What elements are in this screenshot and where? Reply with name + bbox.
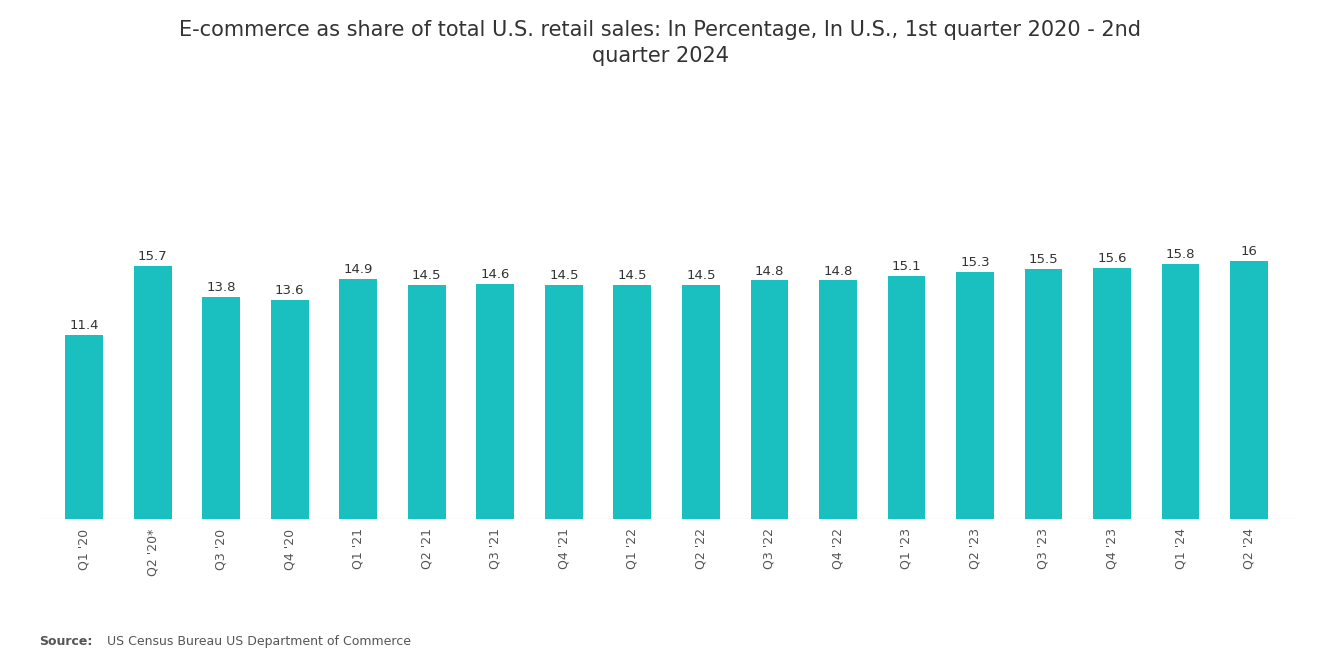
Bar: [477, 284, 513, 519]
Bar: [339, 279, 378, 519]
Text: 15.5: 15.5: [1028, 253, 1059, 266]
Text: 14.5: 14.5: [412, 269, 441, 283]
Text: 14.8: 14.8: [824, 265, 853, 277]
Bar: [887, 275, 925, 519]
Text: 15.3: 15.3: [960, 257, 990, 269]
Text: 15.7: 15.7: [137, 250, 168, 263]
Bar: [751, 281, 788, 519]
Text: 14.5: 14.5: [549, 269, 578, 283]
Text: 15.1: 15.1: [891, 260, 921, 273]
Text: 13.8: 13.8: [206, 281, 236, 294]
Bar: [65, 335, 103, 519]
Bar: [1162, 264, 1200, 519]
Text: 14.6: 14.6: [480, 268, 510, 281]
Bar: [202, 297, 240, 519]
Text: 14.8: 14.8: [755, 265, 784, 277]
Text: 11.4: 11.4: [70, 319, 99, 332]
Bar: [1230, 261, 1269, 519]
Bar: [408, 285, 446, 519]
Text: 15.6: 15.6: [1097, 251, 1127, 265]
Bar: [820, 281, 857, 519]
Bar: [1093, 267, 1131, 519]
Text: 13.6: 13.6: [275, 284, 305, 297]
Text: 15.8: 15.8: [1166, 249, 1196, 261]
Text: 14.5: 14.5: [686, 269, 715, 283]
Text: E-commerce as share of total U.S. retail sales: In Percentage, In U.S., 1st quar: E-commerce as share of total U.S. retail…: [180, 20, 1140, 66]
Bar: [545, 285, 582, 519]
Bar: [133, 266, 172, 519]
Bar: [614, 285, 651, 519]
Text: Source:: Source:: [40, 635, 92, 648]
Text: 14.5: 14.5: [618, 269, 647, 283]
Text: 16: 16: [1241, 245, 1258, 258]
Text: 14.9: 14.9: [343, 263, 374, 276]
Text: US Census Bureau US Department of Commerce: US Census Bureau US Department of Commer…: [99, 635, 411, 648]
Bar: [682, 285, 719, 519]
Bar: [956, 273, 994, 519]
Bar: [1024, 269, 1063, 519]
Bar: [271, 300, 309, 519]
